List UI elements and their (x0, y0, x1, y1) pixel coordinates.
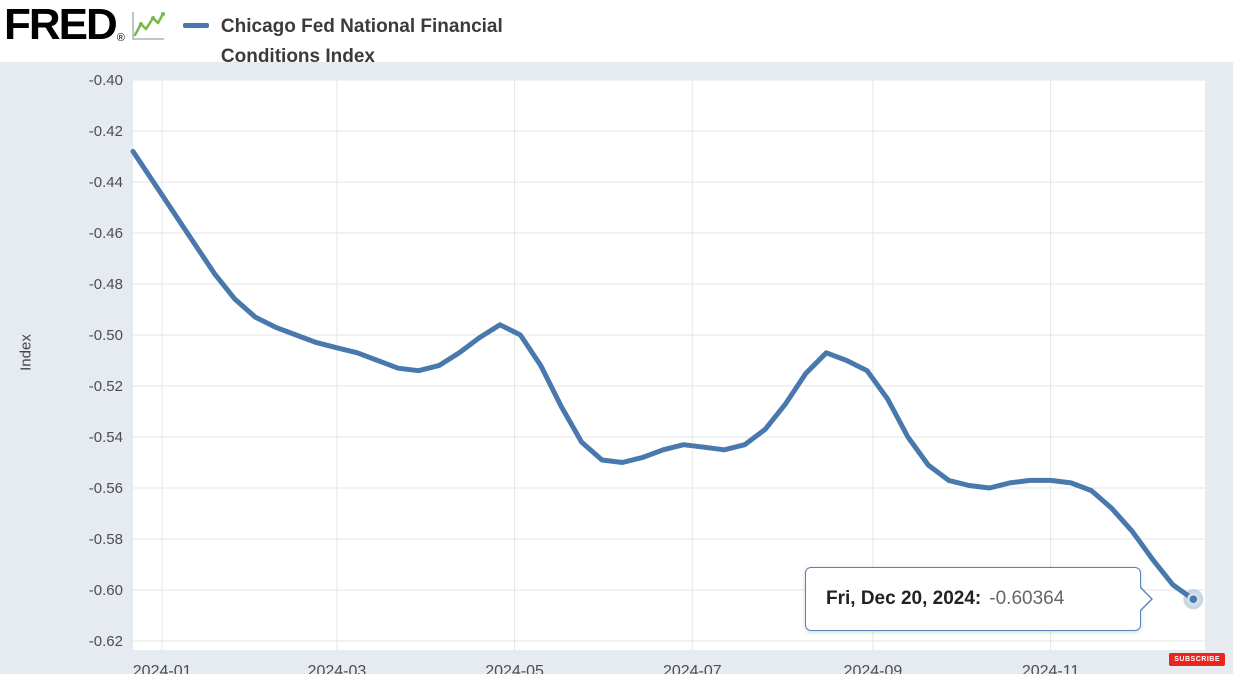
y-tick-label: -0.56 (89, 480, 123, 497)
series-line (130, 148, 1196, 602)
x-tick-label: 2024-09 (844, 663, 903, 674)
fred-logo[interactable]: FRED ® (4, 0, 167, 49)
y-tick-label: -0.48 (89, 276, 123, 293)
line-chart[interactable]: 2024-01 2024-03 2024-05 2024-07 2024-09 2024-… (0, 62, 1233, 674)
y-tick-label: -0.62 (89, 633, 123, 650)
x-tick-label: 2024-07 (663, 663, 722, 674)
legend-line-swatch (182, 23, 209, 28)
x-tick-label: 2024-03 (308, 663, 367, 674)
data-point-marker[interactable] (1187, 593, 1200, 606)
y-tick-label: -0.54 (89, 429, 123, 446)
x-tick-label: 2024-01 (133, 663, 192, 674)
plot-area (133, 80, 1205, 650)
y-tick-label: -0.42 (89, 123, 123, 140)
chart-region: Index 2024-01 2024-03 2024-05 2024-07 2024-0… (0, 62, 1233, 674)
y-tick-label: -0.40 (89, 72, 123, 89)
y-tick-label: -0.52 (89, 378, 123, 395)
y-tick-label: -0.60 (89, 582, 123, 599)
y-tick-label: -0.58 (89, 531, 123, 548)
header: FRED ® Chicago Fed National Financial Co… (0, 0, 1233, 67)
y-tick-label: -0.46 (89, 225, 123, 242)
fred-logo-text: FRED (4, 0, 118, 49)
tooltip-value: -0.60364 (989, 588, 1065, 610)
registered-trademark: ® (116, 32, 125, 44)
tooltip: Fri, Dec 20, 2024: -0.60364 (805, 567, 1153, 632)
x-tick-label: 2024-05 (485, 663, 544, 674)
x-tick-label: 2024-11 (1022, 663, 1080, 674)
tooltip-date: Fri, Dec 20, 2024: (826, 588, 982, 610)
fred-sparkline-icon (132, 12, 165, 40)
subscribe-badge[interactable]: SUBSCRIBE (1169, 653, 1225, 666)
y-tick-label: -0.50 (89, 327, 123, 344)
y-tick-label: -0.44 (89, 174, 123, 191)
